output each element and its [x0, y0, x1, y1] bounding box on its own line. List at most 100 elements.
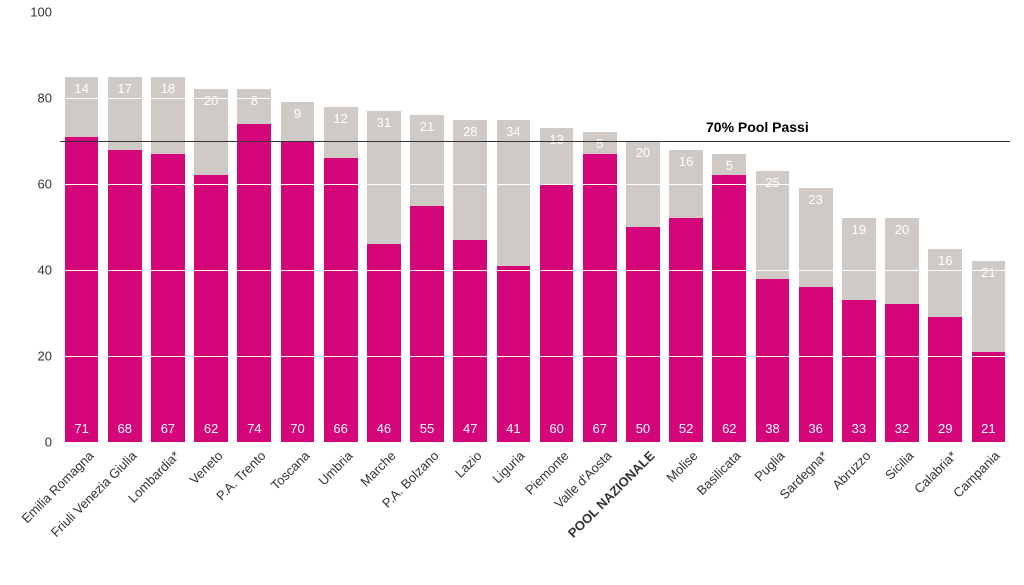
bar-segment-upper: 25	[756, 171, 790, 279]
bar: 74 8	[237, 12, 271, 442]
bar-value-lower: 70	[281, 421, 315, 436]
bar-value-upper: 17	[108, 81, 142, 96]
bar-value-upper: 12	[324, 111, 358, 126]
y-tick-label: 80	[38, 91, 52, 106]
bar-segment-lower: 55	[410, 206, 444, 443]
bar-segment-lower: 21	[972, 352, 1006, 442]
bar-value-upper: 18	[151, 81, 185, 96]
bar: 3623	[799, 12, 833, 442]
gridline	[60, 270, 1010, 271]
bar-segment-upper: 28	[453, 120, 487, 240]
bar-segment-lower: 60	[540, 184, 574, 442]
bar-segment-upper: 5	[583, 132, 617, 154]
bar-value-upper: 28	[453, 124, 487, 139]
bar-segment-upper: 5	[712, 154, 746, 176]
x-axis-label: Emilia Romagna	[18, 448, 96, 526]
bar-value-lower: 41	[497, 421, 531, 436]
x-axis-label: Marche	[357, 448, 398, 489]
bar: 6220	[194, 12, 228, 442]
bar-value-lower: 55	[410, 421, 444, 436]
bar: 67 5	[583, 12, 617, 442]
bar-value-upper: 21	[972, 265, 1006, 280]
bar-segment-upper: 13	[540, 128, 574, 184]
bar-segment-upper: 21	[972, 261, 1006, 351]
y-tick-label: 0	[45, 435, 52, 450]
bar-segment-lower: 52	[669, 218, 703, 442]
bar: 3825	[756, 12, 790, 442]
bar-value-upper: 19	[842, 222, 876, 237]
bar: 29 16	[928, 12, 962, 442]
bar-value-upper: 8	[237, 93, 271, 108]
bar-value-lower: 60	[540, 421, 574, 436]
bar-segment-lower: 32	[885, 304, 919, 442]
bar-segment-lower: 46	[367, 244, 401, 442]
bar-value-lower: 33	[842, 421, 876, 436]
bar: 62 5	[712, 12, 746, 442]
bar-segment-upper: 16	[928, 249, 962, 318]
plot-area: 7114681767186220748709661246315521472841…	[60, 12, 1010, 442]
bar-value-lower: 68	[108, 421, 142, 436]
bar-value-lower: 74	[237, 421, 271, 436]
bar-value-upper: 34	[497, 124, 531, 139]
bar-value-upper: 16	[669, 154, 703, 169]
bar-segment-lower: 74	[237, 124, 271, 442]
bar-value-lower: 29	[928, 421, 962, 436]
bar-value-upper: 5	[583, 136, 617, 151]
bar: 7114	[65, 12, 99, 442]
gridline	[60, 12, 1010, 13]
bar-segment-upper: 31	[367, 111, 401, 244]
gridline	[60, 442, 1010, 443]
y-tick-label: 20	[38, 349, 52, 364]
gridline	[60, 184, 1010, 185]
bar: 55 21	[410, 12, 444, 442]
bar-segment-upper: 9	[281, 102, 315, 141]
bar-segment-lower: 67	[583, 154, 617, 442]
bar-segment-lower: 66	[324, 158, 358, 442]
gridline	[60, 356, 1010, 357]
stacked-bar-chart: 7114681767186220748709661246315521472841…	[0, 0, 1024, 585]
bar: 68 17	[108, 12, 142, 442]
bar-segment-lower: 33	[842, 300, 876, 442]
bar-value-lower: 36	[799, 421, 833, 436]
bar-segment-lower: 36	[799, 287, 833, 442]
bar-segment-lower: 67	[151, 154, 185, 442]
bar: 46 31	[367, 12, 401, 442]
bar: 21 21	[972, 12, 1006, 442]
bar: 5020	[626, 12, 660, 442]
bar: 66 12	[324, 12, 358, 442]
x-axis-labels: Emilia RomagnaFriuli Venezia GiuliaLomba…	[60, 448, 1010, 578]
bar: 70 9	[281, 12, 315, 442]
bar-value-lower: 47	[453, 421, 487, 436]
x-axis-label: Lazio	[452, 448, 485, 481]
x-axis-label: Basilicata	[694, 448, 744, 498]
bar: 33 19	[842, 12, 876, 442]
y-tick-label: 100	[30, 5, 52, 20]
bar-value-lower: 67	[583, 421, 617, 436]
bar-value-upper: 9	[281, 106, 315, 121]
bar-segment-upper: 19	[842, 218, 876, 300]
bar-segment-upper: 20	[194, 89, 228, 175]
x-axis-label: Toscana	[267, 448, 312, 493]
bar-segment-lower: 62	[194, 175, 228, 442]
reference-line-label: 70% Pool Passi	[706, 119, 809, 135]
bar: 41 34	[497, 12, 531, 442]
bar-segment-upper: 14	[65, 77, 99, 137]
x-axis-label: Campania	[950, 448, 1003, 501]
x-axis-label: Veneto	[186, 448, 225, 487]
bar-segment-upper: 18	[151, 77, 185, 154]
bar-segment-lower: 68	[108, 150, 142, 442]
bar-segment-upper: 20	[885, 218, 919, 304]
bar-value-upper: 21	[410, 119, 444, 134]
bar-value-upper: 31	[367, 115, 401, 130]
bar-value-lower: 32	[885, 421, 919, 436]
bar-value-lower: 67	[151, 421, 185, 436]
reference-line	[60, 141, 1010, 142]
bar-segment-upper: 12	[324, 107, 358, 159]
bar-segment-upper: 21	[410, 115, 444, 205]
y-tick-label: 60	[38, 177, 52, 192]
bar-value-upper: 13	[540, 132, 574, 147]
bar-value-lower: 62	[712, 421, 746, 436]
bar-segment-lower: 41	[497, 266, 531, 442]
x-axis-label: Sicilia	[882, 448, 917, 483]
bar-value-upper: 16	[928, 253, 962, 268]
